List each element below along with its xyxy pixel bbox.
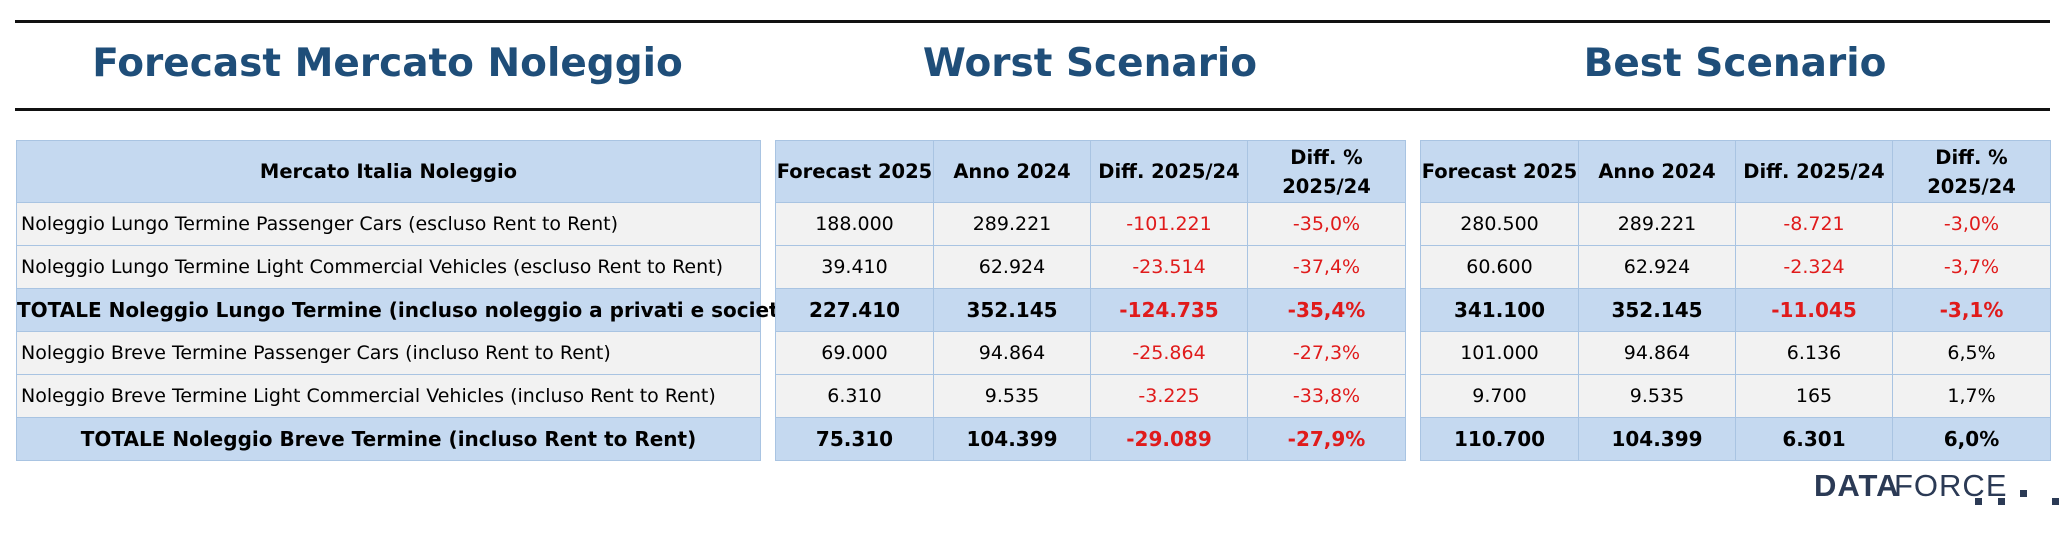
best-scenario-table: Forecast 2025 Anno 2024 Diff. 2025/24 Di… xyxy=(1420,140,2051,461)
top-rule xyxy=(15,20,2050,23)
anno-cell: 104.399 xyxy=(933,417,1091,461)
dataforce-logo: DATA FORCE xyxy=(1814,468,2059,505)
anno-cell: 289.221 xyxy=(1578,202,1736,246)
forecast-cell: 39.410 xyxy=(775,245,934,289)
diff-cell: -29.089 xyxy=(1090,417,1248,461)
diff-pct-cell: -27,9% xyxy=(1247,417,1406,461)
bottom-rule xyxy=(15,108,2050,111)
diff-pct-cell: 6,5% xyxy=(1892,331,2051,375)
logo-text-light: FORCE xyxy=(1894,468,2008,503)
row-label: Noleggio Breve Termine Passenger Cars (i… xyxy=(16,331,761,375)
anno-cell: 289.221 xyxy=(933,202,1091,246)
forecast-cell: 188.000 xyxy=(775,202,934,246)
best-scenario-heading: Best Scenario xyxy=(1583,41,1887,86)
forecast-cell: 9.700 xyxy=(1420,374,1579,418)
labels-header: Mercato Italia Noleggio xyxy=(16,140,761,203)
anno-cell: 9.535 xyxy=(933,374,1091,418)
logo-dot xyxy=(1998,498,2005,505)
anno-cell: 9.535 xyxy=(1578,374,1736,418)
diff-pct-cell: -35,4% xyxy=(1247,288,1406,332)
diff-cell: -11.045 xyxy=(1735,288,1893,332)
diff-header: Diff. 2025/24 xyxy=(1735,140,1893,203)
diff-pct-cell: -33,8% xyxy=(1247,374,1406,418)
diff-pct-header: Diff. % 2025/24 xyxy=(1892,140,2051,203)
forecast-cell: 60.600 xyxy=(1420,245,1579,289)
diff-cell: -8.721 xyxy=(1735,202,1893,246)
logo-dot xyxy=(2052,498,2059,505)
forecast-cell: 69.000 xyxy=(775,331,934,375)
anno-cell: 352.145 xyxy=(1578,288,1736,332)
diff-pct-cell: -27,3% xyxy=(1247,331,1406,375)
forecast-cell: 341.100 xyxy=(1420,288,1579,332)
forecast-cell: 110.700 xyxy=(1420,417,1579,461)
anno-cell: 62.924 xyxy=(1578,245,1736,289)
diff-pct-cell: -35,0% xyxy=(1247,202,1406,246)
diff-cell: -23.514 xyxy=(1090,245,1248,289)
total-row-label: TOTALE Noleggio Lungo Termine (incluso n… xyxy=(16,288,801,332)
anno-2024-header: Anno 2024 xyxy=(933,140,1091,203)
anno-cell: 94.864 xyxy=(933,331,1091,375)
forecast-cell: 6.310 xyxy=(775,374,934,418)
anno-cell: 352.145 xyxy=(933,288,1091,332)
diff-pct-header: Diff. % 2025/24 xyxy=(1247,140,1406,203)
anno-cell: 104.399 xyxy=(1578,417,1736,461)
diff-cell: -2.324 xyxy=(1735,245,1893,289)
row-label: Noleggio Breve Termine Light Commercial … xyxy=(16,374,761,418)
anno-cell: 94.864 xyxy=(1578,331,1736,375)
forecast-2025-header: Forecast 2025 xyxy=(775,140,934,203)
diff-cell: -101.221 xyxy=(1090,202,1248,246)
logo-text-bold: DATA xyxy=(1814,468,1900,503)
diff-pct-cell: -37,4% xyxy=(1247,245,1406,289)
diff-pct-cell: -3,0% xyxy=(1892,202,2051,246)
forecast-cell: 227.410 xyxy=(775,288,934,332)
forecast-heading: Forecast Mercato Noleggio xyxy=(92,41,683,86)
diff-pct-cell: 1,7% xyxy=(1892,374,2051,418)
worst-scenario-table: Forecast 2025 Anno 2024 Diff. 2025/24 Di… xyxy=(775,140,1406,461)
diff-cell: 165 xyxy=(1735,374,1893,418)
diff-cell: -124.735 xyxy=(1090,288,1248,332)
forecast-cell: 280.500 xyxy=(1420,202,1579,246)
anno-cell: 62.924 xyxy=(933,245,1091,289)
forecast-cell: 101.000 xyxy=(1420,331,1579,375)
diff-pct-cell: -3,1% xyxy=(1892,288,2051,332)
diff-header: Diff. 2025/24 xyxy=(1090,140,1248,203)
worst-scenario-heading: Worst Scenario xyxy=(922,41,1258,86)
row-label: Noleggio Lungo Termine Light Commercial … xyxy=(16,245,761,289)
anno-2024-header: Anno 2024 xyxy=(1578,140,1736,203)
diff-cell: 6.136 xyxy=(1735,331,1893,375)
logo-dot xyxy=(1975,498,1982,505)
diff-cell: -3.225 xyxy=(1090,374,1248,418)
row-label: Noleggio Lungo Termine Passenger Cars (e… xyxy=(16,202,761,246)
diff-pct-cell: -3,7% xyxy=(1892,245,2051,289)
diff-cell: 6.301 xyxy=(1735,417,1893,461)
labels-table: Mercato Italia Noleggio Noleggio Lungo T… xyxy=(16,140,801,461)
logo-dot xyxy=(2020,490,2027,497)
total-row-label: TOTALE Noleggio Breve Termine (incluso R… xyxy=(16,417,761,461)
diff-cell: -25.864 xyxy=(1090,331,1248,375)
forecast-cell: 75.310 xyxy=(775,417,934,461)
forecast-2025-header: Forecast 2025 xyxy=(1420,140,1579,203)
diff-pct-cell: 6,0% xyxy=(1892,417,2051,461)
